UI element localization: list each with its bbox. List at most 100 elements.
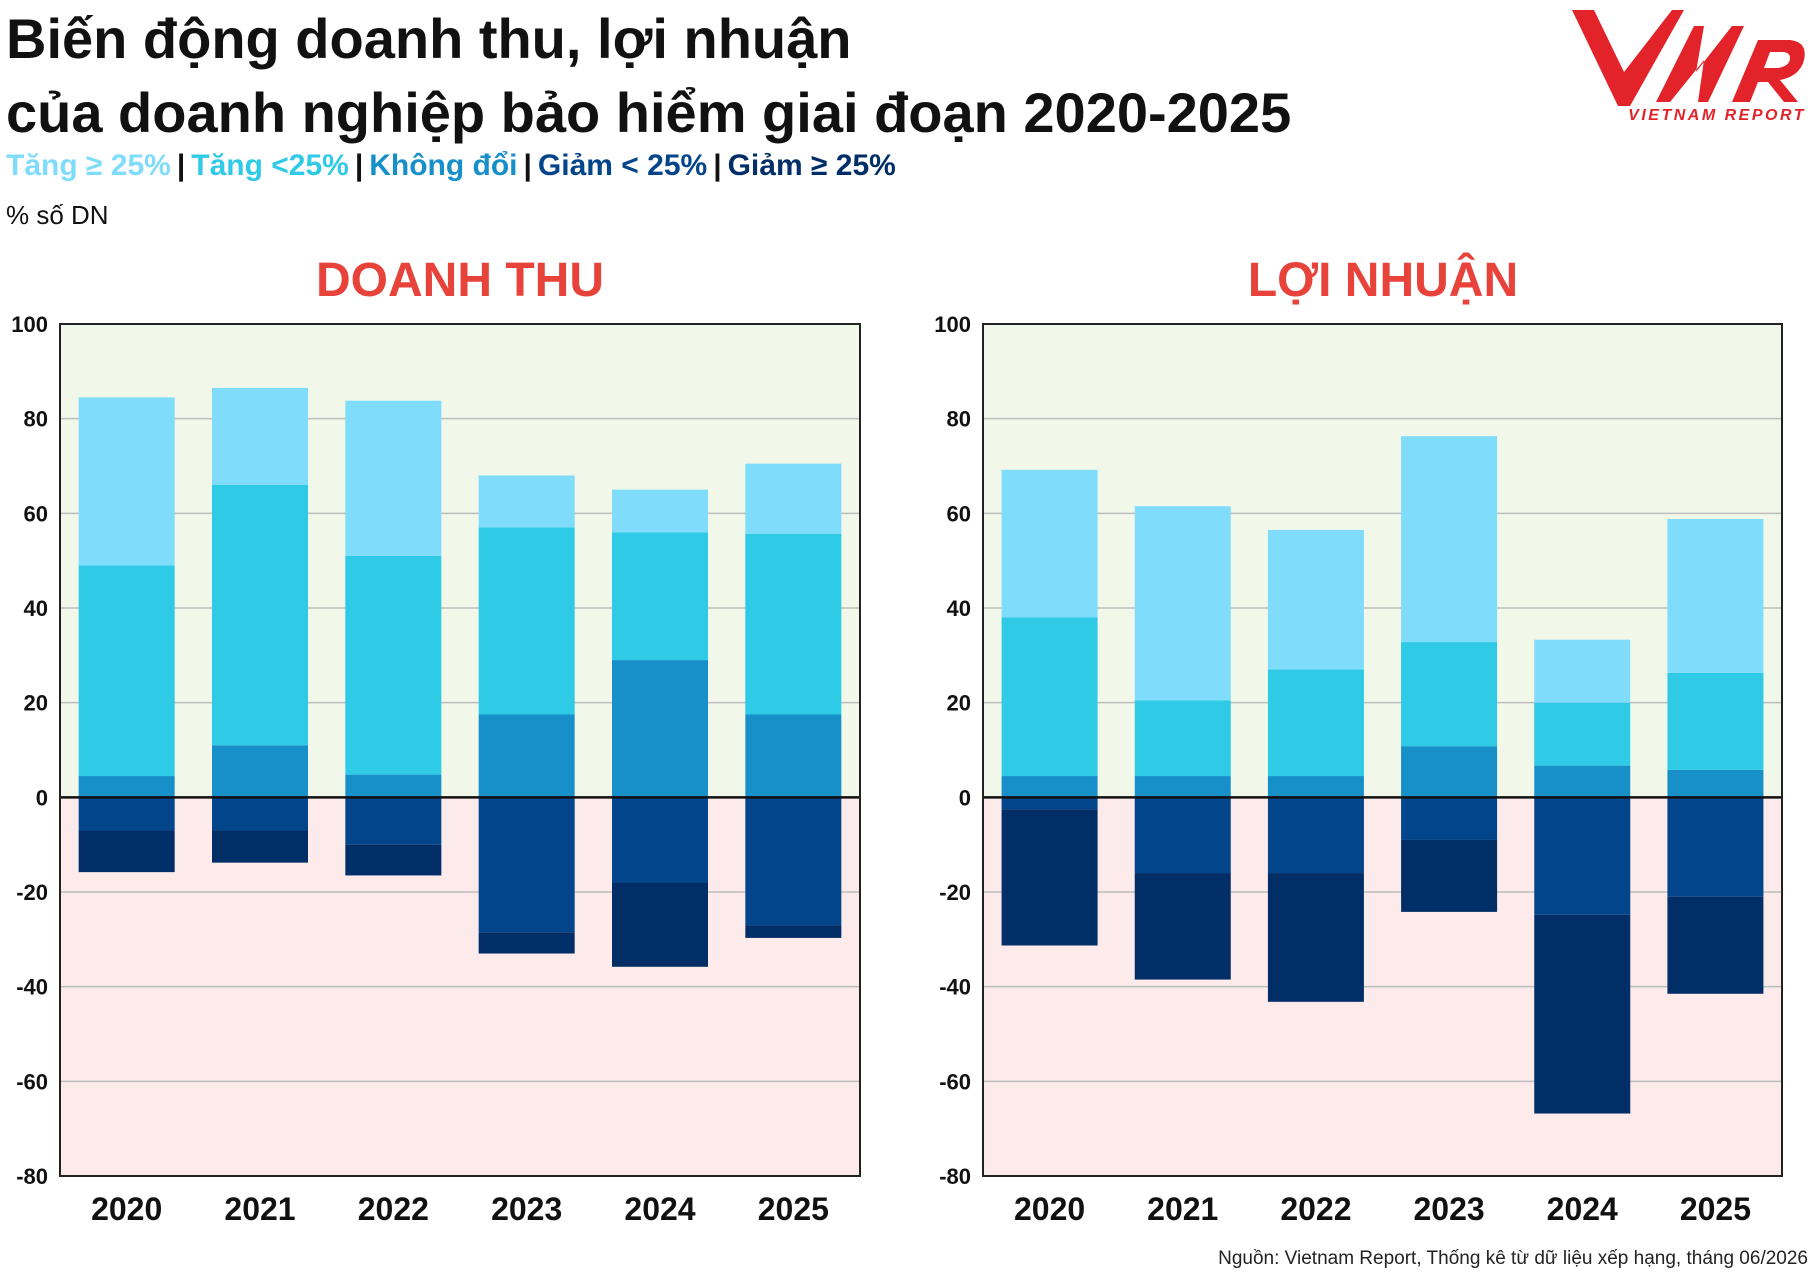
bar-2020-series-3 — [78, 776, 175, 798]
bar-2021-series-5 — [212, 830, 308, 863]
y-tick-label: 80 — [24, 407, 48, 432]
x-tick-label: 2021 — [224, 1191, 295, 1227]
bar-2020-series-5 — [78, 830, 175, 873]
bar-2023-series-5 — [1401, 839, 1498, 912]
bar-2020-series-4 — [78, 797, 175, 831]
y-tick-label: -20 — [939, 880, 971, 905]
bar-2025-series-5 — [1667, 896, 1764, 994]
logo-r-shape — [1732, 40, 1805, 102]
x-tick-label: 2022 — [358, 1191, 429, 1227]
chart-panel-1: DOANH THU 100 80 60 40 20 0 -20 -40 -60 -80 2020 202… — [11, 254, 861, 1227]
bar-2025-series-1 — [1667, 519, 1764, 673]
bar-2022-series-3 — [1267, 776, 1364, 798]
unit-label: % số DN — [6, 200, 109, 230]
bar-2023-series-2 — [478, 527, 575, 715]
bar-2020-series-1 — [1001, 469, 1098, 618]
legend-item-tang-under-25: Tăng <25% — [191, 149, 349, 182]
x-tick-label: 2021 — [1147, 1191, 1218, 1227]
x-tick-label: 2024 — [1547, 1191, 1618, 1227]
bar-2020-series-3 — [1001, 776, 1098, 798]
positive-background — [983, 324, 1782, 798]
y-tick-label: 20 — [947, 691, 971, 716]
bar-2021-series-3 — [212, 745, 308, 798]
y-tick-label: 20 — [24, 691, 48, 716]
x-tick-label: 2020 — [91, 1191, 162, 1227]
x-tick-label: 2023 — [1413, 1191, 1484, 1227]
y-tick-label: -80 — [16, 1164, 48, 1189]
bar-2020-series-5 — [1001, 809, 1098, 946]
logo-v-shape — [1572, 10, 1684, 106]
y-tick-label: -20 — [16, 880, 48, 905]
bar-2024-series-4 — [1534, 797, 1631, 915]
y-tick-label: 100 — [11, 312, 48, 337]
positive-background — [60, 324, 860, 798]
legend: Tăng ≥ 25% | Tăng <25% | Không đổi | Giảm < 25… — [6, 146, 896, 186]
bar-2021-series-1 — [1134, 506, 1231, 701]
bar-2025-series-4 — [745, 797, 842, 926]
title-line-1: Biến động doanh thu, lợi nhuận — [6, 7, 852, 70]
bar-2022-series-2 — [345, 555, 442, 775]
bar-2020-series-2 — [78, 565, 175, 777]
bar-2021-series-2 — [1134, 700, 1231, 777]
bar-2025-series-4 — [1667, 797, 1764, 897]
x-tick-label: 2024 — [624, 1191, 695, 1227]
y-tick-label: -40 — [16, 975, 48, 1000]
y-tick-label: 60 — [24, 501, 48, 526]
bar-2025-series-3 — [745, 714, 842, 798]
legend-item-tang-25-plus: Tăng ≥ 25% — [6, 149, 171, 182]
y-tick-label: 40 — [24, 596, 48, 621]
bar-2024-series-5 — [612, 882, 708, 967]
bar-2024-series-5 — [1534, 914, 1631, 1114]
x-tick-label: 2022 — [1280, 1191, 1351, 1227]
bar-2023-series-2 — [1401, 642, 1498, 747]
bar-2025-series-2 — [745, 533, 842, 715]
bar-2023-series-1 — [478, 475, 575, 528]
y-tick-label: 60 — [947, 501, 971, 526]
bar-2022-series-4 — [345, 797, 442, 845]
bar-2024-series-1 — [1534, 639, 1631, 703]
bar-2023-series-1 — [1401, 436, 1498, 643]
title-line-2: của doanh nghiệp bảo hiểm giai đoạn 2020… — [6, 81, 1292, 144]
y-tick-label: 100 — [934, 312, 971, 337]
bar-2024-series-2 — [1534, 702, 1631, 766]
chart-title: LỢI NHUẬN — [1248, 252, 1518, 307]
legend-separator: | — [523, 149, 532, 182]
bar-2023-series-3 — [478, 714, 575, 798]
y-tick-label: -60 — [939, 1069, 971, 1094]
bar-2022-series-3 — [345, 774, 442, 798]
bar-2021-series-4 — [1134, 797, 1231, 874]
bar-2024-series-3 — [612, 660, 708, 798]
legend-separator: | — [713, 149, 722, 182]
y-tick-label: -40 — [939, 975, 971, 1000]
source-note: Nguồn: Vietnam Report, Thống kê từ dữ li… — [1218, 1248, 1808, 1269]
bar-2022-series-4 — [1267, 797, 1364, 874]
page-title: Biến động doanh thu, lợi nhuận của doanh… — [6, 2, 1291, 150]
x-tick-label: 2025 — [1680, 1191, 1751, 1227]
plot-frame — [982, 323, 1783, 1177]
bar-2024-series-1 — [612, 489, 708, 533]
bar-2023-series-4 — [478, 797, 575, 933]
bar-2025-series-5 — [745, 925, 842, 938]
legend-item-khong-doi: Không đổi — [369, 149, 518, 182]
bar-2022-series-5 — [345, 844, 442, 876]
bar-2023-series-3 — [1401, 746, 1498, 798]
y-tick-label: 80 — [947, 407, 971, 432]
vietnam-report-logo: VIETNAM REPORT — [1572, 10, 1805, 124]
bar-2025-series-3 — [1667, 769, 1764, 798]
plot-frame — [59, 323, 861, 1177]
bar-2024-series-2 — [612, 532, 708, 661]
x-tick-label: 2025 — [758, 1191, 829, 1227]
bar-2021-series-3 — [1134, 776, 1231, 798]
x-tick-label: 2023 — [491, 1191, 562, 1227]
bar-2021-series-1 — [212, 387, 308, 485]
bar-2023-series-4 — [1401, 797, 1498, 840]
bar-2025-series-2 — [1667, 672, 1764, 770]
chart-panel-2: LỢI NHUẬN 100 80 60 40 20 0 -20 -40 -60 -80 2020 202… — [934, 252, 1783, 1227]
legend-item-giam-25-plus: Giảm ≥ 25% — [727, 149, 896, 182]
bar-2024-series-3 — [1534, 765, 1631, 798]
chart-title: DOANH THU — [316, 254, 604, 307]
y-tick-label: 40 — [947, 596, 971, 621]
y-tick-label: 0 — [959, 785, 971, 810]
bar-2023-series-5 — [478, 932, 575, 954]
bar-2024-series-4 — [612, 797, 708, 883]
